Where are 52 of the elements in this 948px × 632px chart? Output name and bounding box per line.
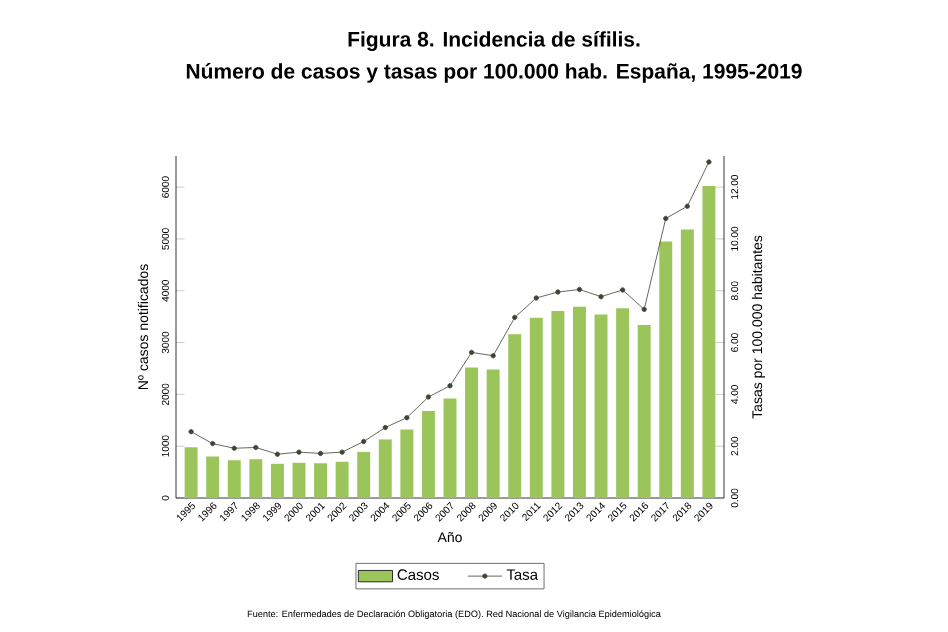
point bbox=[663, 215, 669, 222]
bar bbox=[184, 447, 198, 498]
bar bbox=[680, 229, 694, 498]
bar bbox=[249, 459, 263, 498]
point bbox=[231, 445, 237, 451]
bar bbox=[637, 324, 651, 498]
bar bbox=[206, 456, 220, 498]
bar bbox=[594, 314, 608, 498]
point bbox=[425, 394, 432, 400]
bar bbox=[314, 463, 328, 498]
point bbox=[361, 438, 367, 445]
point bbox=[555, 289, 561, 295]
point bbox=[620, 287, 626, 293]
point bbox=[296, 449, 302, 455]
bar bbox=[443, 398, 457, 498]
point bbox=[641, 306, 647, 312]
point bbox=[447, 383, 453, 389]
point bbox=[598, 294, 604, 300]
point bbox=[317, 450, 324, 457]
bar bbox=[270, 463, 284, 498]
bar bbox=[702, 186, 716, 498]
bar bbox=[508, 334, 522, 498]
bar bbox=[378, 439, 392, 498]
bar bbox=[421, 410, 435, 498]
bar bbox=[551, 310, 565, 498]
point bbox=[468, 349, 475, 355]
bar bbox=[357, 451, 371, 498]
point bbox=[339, 449, 345, 455]
bar bbox=[335, 461, 349, 498]
point bbox=[490, 353, 496, 359]
point bbox=[512, 314, 518, 321]
bar bbox=[465, 367, 479, 498]
bar bbox=[659, 241, 673, 498]
bar bbox=[400, 429, 414, 498]
point bbox=[404, 415, 410, 421]
point bbox=[188, 429, 194, 435]
point bbox=[533, 295, 539, 301]
bar bbox=[292, 462, 306, 498]
chart-title: Figura 8. Incidencia de sífilis. bbox=[348, 31, 640, 51]
point bbox=[382, 424, 388, 431]
bar bbox=[227, 460, 241, 498]
bar bbox=[486, 369, 500, 498]
bar bbox=[529, 317, 543, 498]
point bbox=[210, 440, 216, 447]
point bbox=[274, 451, 281, 457]
point bbox=[253, 444, 259, 451]
point bbox=[576, 286, 583, 293]
chart-subtitle: Número de casos y tasas por 100.000 hab. España, 1995-2019 bbox=[186, 63, 802, 83]
bar bbox=[572, 306, 586, 498]
bar bbox=[616, 308, 630, 498]
point bbox=[684, 203, 690, 209]
point bbox=[706, 159, 712, 165]
